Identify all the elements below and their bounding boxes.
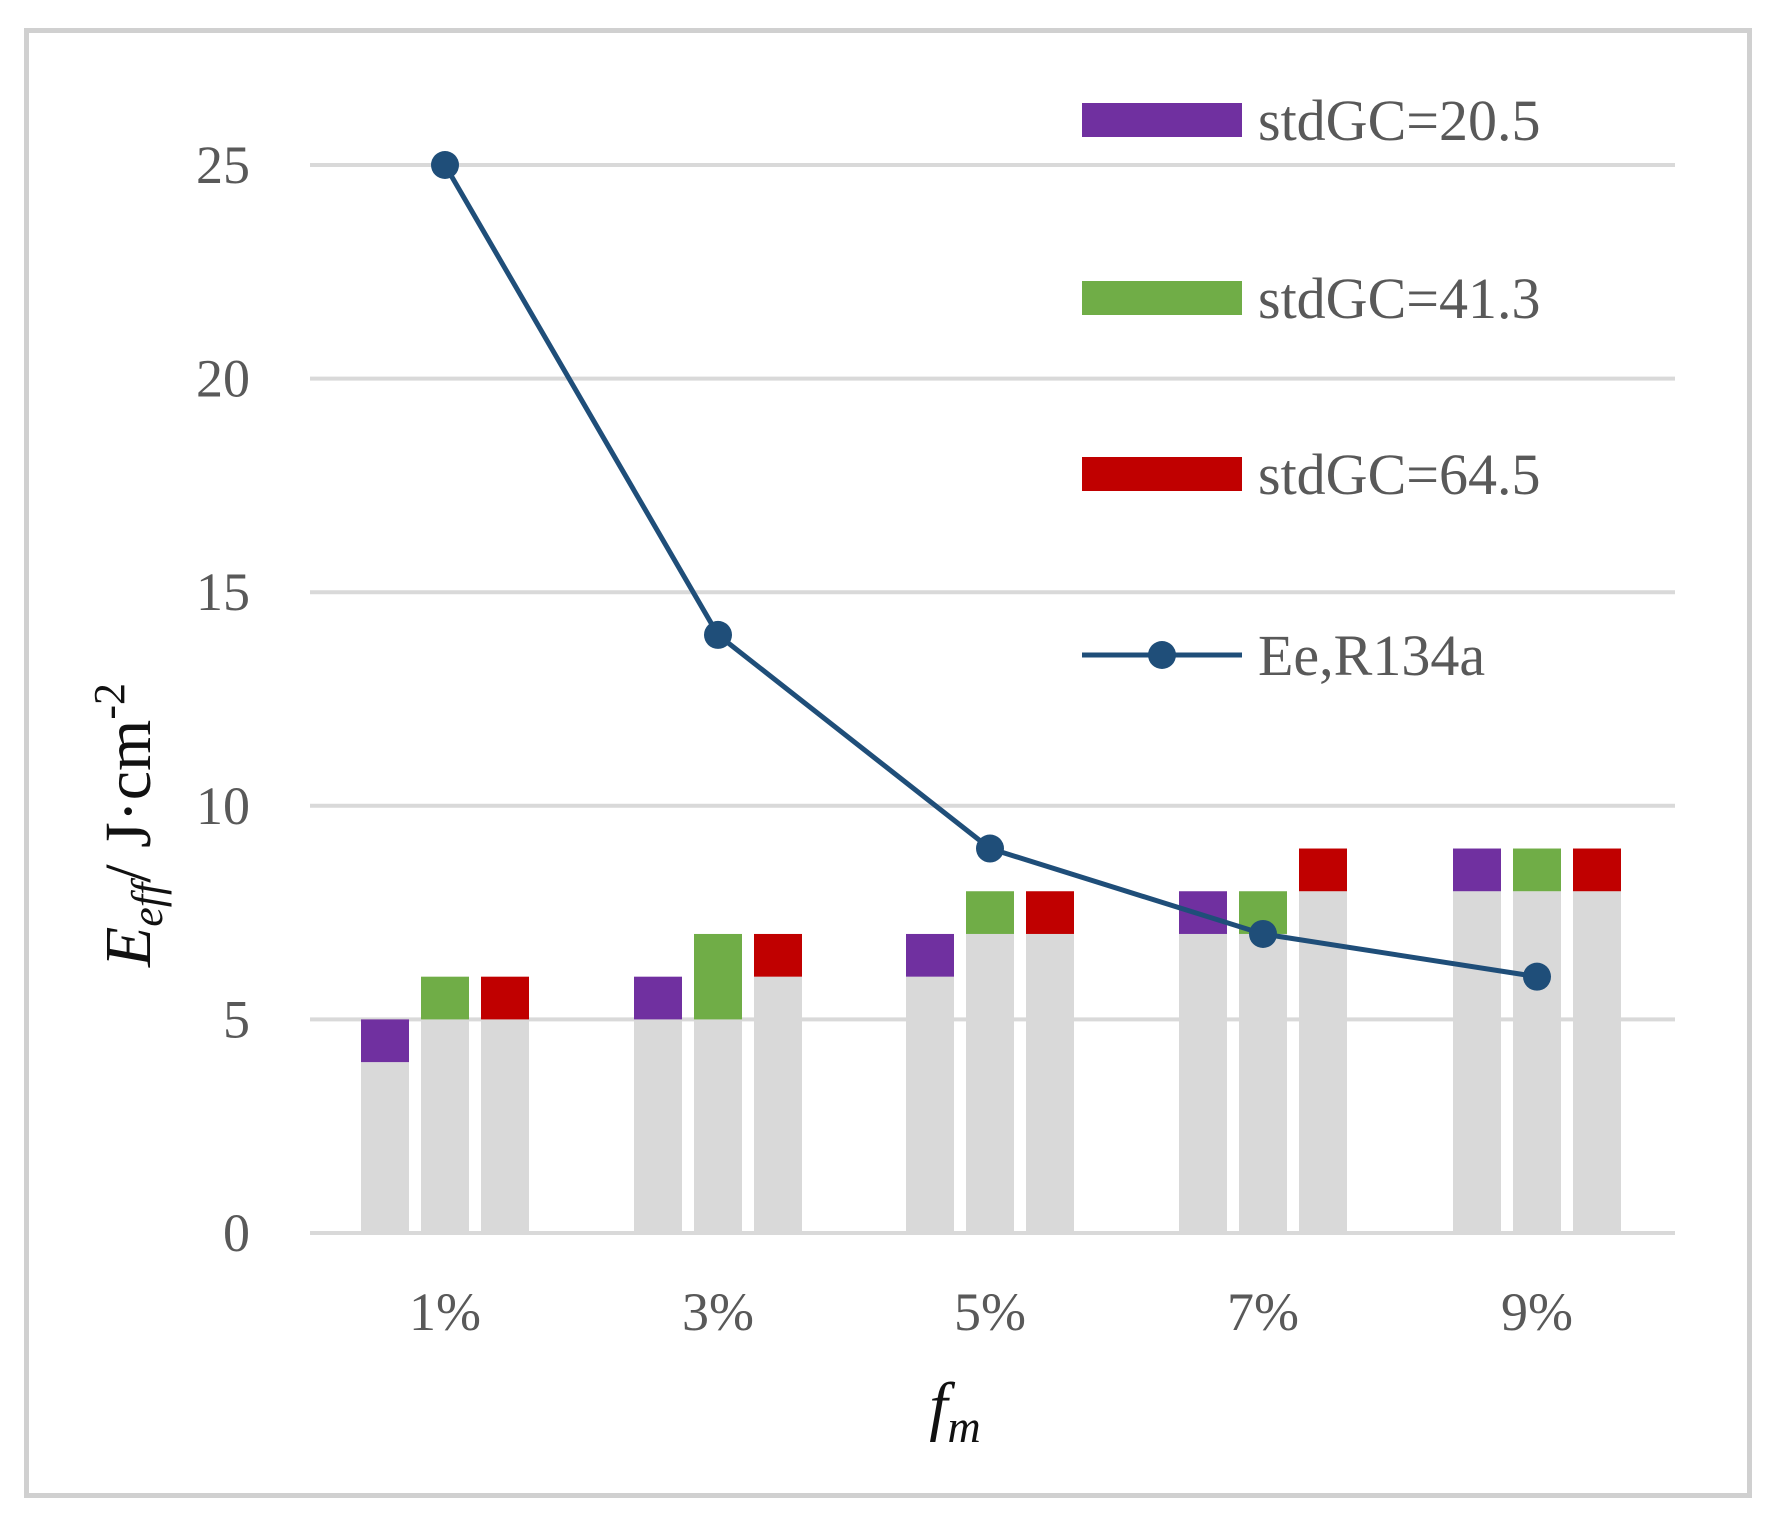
line-point-7% xyxy=(1249,919,1277,948)
y-axis-title-sub: eff xyxy=(123,877,172,927)
bar-base-3%-3 xyxy=(754,976,802,1233)
x-tick-label: 3% xyxy=(682,1282,754,1342)
legend-swatch-2 xyxy=(1082,281,1242,315)
bar-base-7%-1 xyxy=(1179,933,1227,1233)
y-tick-labels: 0 5 10 15 20 25 xyxy=(196,135,250,1263)
line-point-3% xyxy=(704,620,732,649)
x-axis-title-sub: m xyxy=(948,1401,981,1452)
x-tick-label: 1% xyxy=(409,1282,481,1342)
legend-label-line: Ee,R134a xyxy=(1258,623,1485,688)
bar-range-9%-1 xyxy=(1453,848,1501,892)
y-axis-title-sup: -2 xyxy=(85,683,134,720)
chart-frame xyxy=(24,28,1752,1498)
x-tick-label: 5% xyxy=(954,1282,1026,1342)
bar-base-1%-3 xyxy=(481,1019,529,1233)
bar-base-7%-2 xyxy=(1239,933,1287,1233)
bar-range-9%-2 xyxy=(1513,848,1561,892)
bar-range-1%-2 xyxy=(421,976,469,1020)
x-tick-labels: 1% 3% 5% 7% 9% xyxy=(409,1282,1573,1342)
bar-base-9%-2 xyxy=(1513,891,1561,1233)
y-tick-label: 10 xyxy=(196,776,250,836)
bar-range-3%-1 xyxy=(634,976,682,1020)
bar-range-1%-3 xyxy=(481,976,529,1020)
legend-label-3: stdGC=64.5 xyxy=(1258,442,1540,507)
bar-base-5%-3 xyxy=(1026,933,1074,1233)
bar-base-5%-1 xyxy=(906,976,954,1233)
y-tick-label: 15 xyxy=(196,562,250,622)
bar-base-1%-1 xyxy=(361,1062,409,1233)
y-axis-title: Eeff/ J·cm-2 xyxy=(85,683,172,968)
bar-range-5%-1 xyxy=(906,933,954,977)
legend-label-1: stdGC=20.5 xyxy=(1258,88,1540,153)
gridlines xyxy=(310,163,1675,1235)
y-tick-label: 25 xyxy=(196,135,250,195)
bar-base-3%-2 xyxy=(694,1019,742,1233)
bar-base-1%-2 xyxy=(421,1019,469,1233)
y-tick-label: 5 xyxy=(223,989,250,1049)
x-axis-title: fm xyxy=(929,1370,981,1452)
line-point-9% xyxy=(1523,962,1551,991)
bar-range-5%-2 xyxy=(966,891,1014,934)
x-tick-label: 7% xyxy=(1227,1282,1299,1342)
bar-range-5%-3 xyxy=(1026,891,1074,934)
bar-range-9%-3 xyxy=(1573,848,1621,892)
bar-base-9%-3 xyxy=(1573,891,1621,1233)
bar-base-5%-2 xyxy=(966,933,1014,1233)
y-tick-label: 0 xyxy=(223,1203,250,1263)
legend-line-marker xyxy=(1148,641,1176,669)
bar-range-3%-3 xyxy=(754,933,802,977)
bars xyxy=(361,848,1621,1233)
y-axis-title-unit: / J·cm xyxy=(92,720,165,883)
line-series xyxy=(431,151,1551,991)
line-point-1% xyxy=(431,151,459,179)
y-tick-label: 20 xyxy=(196,349,250,409)
bar-base-3%-1 xyxy=(634,1019,682,1233)
legend-label-2: stdGC=41.3 xyxy=(1258,266,1540,331)
bar-base-9%-1 xyxy=(1453,891,1501,1233)
legend-swatch-3 xyxy=(1082,457,1242,491)
bar-range-3%-2 xyxy=(694,933,742,1020)
x-tick-label: 9% xyxy=(1501,1282,1573,1342)
legend-swatch-1 xyxy=(1082,103,1242,137)
legend: stdGC=20.5 stdGC=41.3 stdGC=64.5 Ee,R134a xyxy=(1082,88,1540,688)
line-point-5% xyxy=(976,834,1004,863)
bar-range-1%-1 xyxy=(361,1019,409,1063)
y-axis-title-main: E xyxy=(92,927,165,968)
bar-range-7%-3 xyxy=(1299,848,1347,892)
